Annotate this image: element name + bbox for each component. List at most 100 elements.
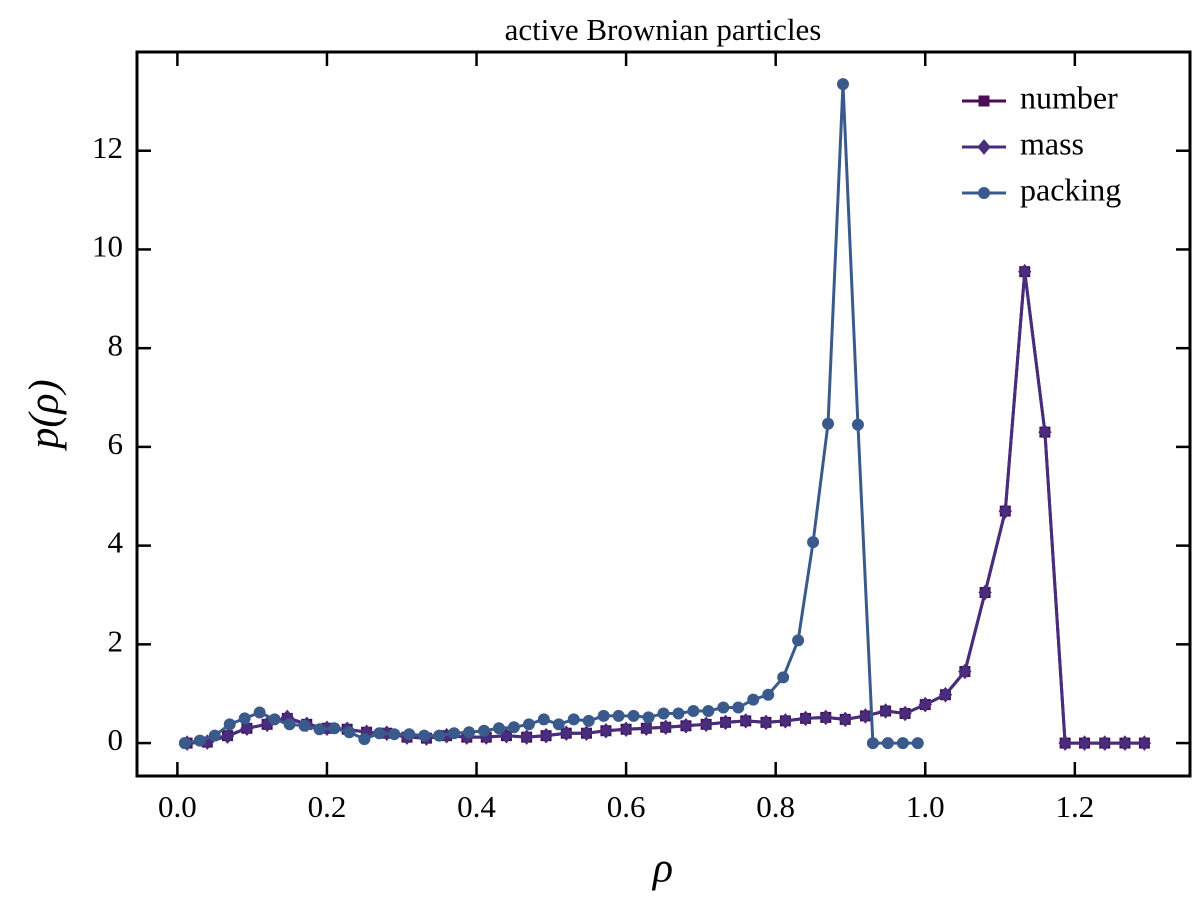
marker	[866, 737, 879, 750]
marker	[759, 714, 773, 731]
marker	[240, 720, 254, 737]
y-tick-label: 12	[92, 130, 123, 165]
marker	[822, 417, 835, 430]
marker	[911, 737, 924, 750]
marker	[579, 725, 594, 741]
x-tick-label: 0.6	[607, 789, 646, 824]
marker	[1137, 735, 1152, 751]
x-tick-label: 0.2	[308, 789, 347, 824]
marker	[519, 729, 534, 745]
marker	[403, 728, 416, 741]
marker	[938, 686, 953, 703]
marker	[268, 713, 281, 726]
marker	[552, 718, 565, 731]
marker	[597, 709, 610, 722]
marker	[522, 718, 535, 731]
y-axis-label: p(ρ)	[22, 379, 68, 451]
marker	[978, 187, 990, 199]
marker	[642, 711, 655, 724]
marker	[559, 725, 573, 741]
marker	[977, 139, 991, 155]
marker	[1098, 735, 1112, 751]
marker	[328, 722, 341, 735]
marker	[619, 721, 633, 738]
marker	[537, 713, 550, 726]
marker	[612, 709, 625, 722]
marker	[898, 705, 912, 722]
y-tick-label: 8	[108, 327, 124, 362]
marker	[492, 722, 505, 735]
legend-label: packing	[1020, 171, 1121, 207]
marker	[838, 711, 852, 728]
y-tick-label: 4	[108, 525, 124, 560]
marker	[373, 727, 386, 740]
marker	[1038, 424, 1052, 440]
marker	[998, 503, 1012, 519]
marker	[798, 710, 813, 727]
plot-frame	[135, 50, 1192, 778]
chart-title: active Brownian particles	[505, 12, 822, 47]
y-tick-label: 0	[108, 722, 124, 757]
marker	[851, 418, 864, 431]
marker	[718, 714, 733, 731]
marker	[762, 688, 775, 701]
marker	[238, 712, 251, 725]
marker	[732, 701, 745, 714]
marker	[463, 726, 476, 739]
marker	[499, 727, 514, 744]
marker	[819, 709, 833, 726]
marker	[178, 737, 191, 750]
marker	[836, 78, 849, 91]
marker	[253, 706, 266, 719]
marker	[639, 720, 653, 737]
marker	[878, 703, 893, 719]
marker	[687, 704, 700, 717]
marker	[679, 718, 693, 734]
marker	[747, 693, 760, 706]
marker	[1018, 263, 1032, 280]
marker	[507, 721, 520, 734]
marker	[807, 536, 820, 549]
legend-label: number	[1020, 79, 1118, 115]
marker	[298, 719, 311, 732]
x-axis-label: ρ	[651, 846, 673, 892]
marker	[702, 704, 715, 717]
x-tick-label: 0.0	[158, 789, 197, 824]
marker	[358, 733, 371, 746]
marker	[777, 671, 790, 684]
marker	[978, 584, 992, 601]
marker	[1058, 735, 1072, 751]
plot-area	[178, 78, 1152, 751]
marker	[896, 737, 909, 750]
marker	[193, 734, 206, 747]
marker	[478, 724, 491, 737]
marker	[1118, 735, 1132, 751]
marker	[208, 729, 221, 742]
marker	[717, 701, 730, 714]
marker	[699, 716, 713, 733]
marker	[582, 714, 595, 727]
marker	[567, 713, 580, 726]
marker	[220, 728, 235, 744]
marker	[739, 713, 753, 729]
marker	[313, 723, 326, 736]
marker	[858, 708, 873, 724]
marker	[657, 707, 670, 720]
marker	[958, 663, 972, 680]
x-tick-label: 1.0	[906, 789, 945, 824]
y-tick-label: 10	[92, 229, 123, 264]
marker	[539, 727, 553, 744]
legend-label: mass	[1020, 125, 1084, 161]
y-tick-label: 2	[108, 623, 124, 658]
marker	[599, 722, 613, 739]
marker	[1077, 735, 1092, 751]
marker	[433, 729, 446, 742]
marker	[881, 737, 894, 750]
marker	[448, 727, 461, 740]
x-tick-label: 0.4	[457, 789, 496, 824]
series-line	[184, 84, 918, 745]
marker	[918, 696, 932, 713]
marker	[283, 718, 296, 731]
y-tick-label: 6	[108, 426, 124, 461]
